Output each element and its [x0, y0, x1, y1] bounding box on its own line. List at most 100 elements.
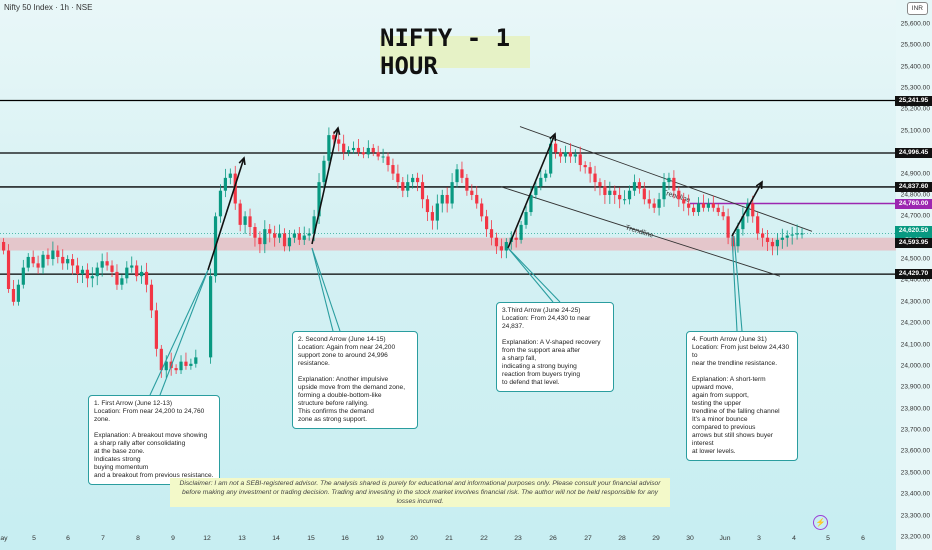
arrow-third-head — [549, 132, 557, 142]
x-tick-label: 7 — [101, 535, 105, 542]
candle-body — [376, 152, 380, 157]
candle-body — [223, 177, 227, 191]
note-connector-6 — [731, 235, 738, 332]
price-axis[interactable]: INR 25,600.00 25,500.00 25,400.00 25,300.00… — [895, 0, 932, 550]
candle-body — [494, 237, 499, 247]
candle-body — [154, 310, 158, 349]
candle-body — [440, 194, 444, 204]
candle-body — [775, 239, 779, 247]
candle-body — [578, 154, 582, 166]
candle-body — [692, 207, 696, 213]
candle-body — [519, 224, 523, 240]
candle-body — [356, 147, 361, 153]
candle-body — [662, 182, 666, 200]
y-tick-label: 25,300.00 — [900, 84, 930, 92]
y-tick-label: 24,900.00 — [900, 170, 930, 178]
arrow-fourth — [731, 181, 763, 237]
candle-body — [135, 265, 139, 277]
x-tick-label: 27 — [584, 535, 592, 542]
candle-body — [647, 199, 651, 204]
candle-body — [726, 216, 730, 238]
candle-body — [613, 190, 617, 195]
note-connector-7 — [733, 235, 743, 332]
candle-body — [637, 182, 641, 189]
candle-body — [46, 254, 50, 260]
candle-body — [80, 269, 85, 275]
y-tick-label: 23,400.00 — [900, 490, 930, 498]
candle-body — [184, 361, 188, 366]
candle-body — [149, 284, 154, 311]
candle-body — [598, 182, 602, 187]
level-price-label: 24,760.00 — [895, 198, 932, 209]
candle-body — [549, 143, 553, 174]
note-connector-4 — [507, 247, 554, 303]
candle-body — [770, 241, 775, 247]
candle-body — [544, 173, 548, 178]
candle-body — [179, 361, 183, 371]
x-tick-label: 5 — [32, 535, 36, 542]
candle-body — [100, 261, 104, 268]
candle-body — [706, 203, 710, 208]
candle-body — [16, 284, 20, 302]
candle-body — [795, 233, 799, 235]
y-tick-label: 25,400.00 — [900, 63, 930, 71]
candle-body — [243, 216, 247, 225]
candle-body — [701, 203, 706, 208]
x-tick-label: 5 — [826, 535, 830, 542]
candle-body — [189, 363, 193, 366]
note-second-arrow: 2. Second Arrow (June 14-15) Location: A… — [292, 331, 418, 429]
y-tick-label: 25,600.00 — [900, 20, 930, 28]
candle-body — [711, 203, 715, 208]
candle-body — [603, 186, 607, 195]
note-fourth-arrow: 4. Fourth Arrow (June 31) Location: From… — [686, 331, 798, 461]
candle-body — [120, 278, 124, 285]
x-tick-label: 16 — [341, 535, 349, 542]
trendline-label-lower: Trendline — [624, 224, 654, 239]
trendline-label-upper: Trendline — [661, 189, 691, 204]
y-tick-label: 24,200.00 — [900, 319, 930, 327]
candle-body — [751, 203, 755, 217]
y-tick-label: 24,700.00 — [900, 212, 930, 220]
currency-button[interactable]: INR — [906, 2, 928, 15]
arrow-first — [207, 157, 245, 271]
candle-body — [435, 203, 439, 221]
candle-body — [268, 229, 272, 234]
candle-body — [588, 167, 592, 174]
candle-body — [765, 237, 770, 242]
candle-body — [361, 152, 365, 155]
candle-body — [71, 259, 75, 266]
candle-body — [287, 237, 292, 247]
current-price-label: 24,620.50 — [895, 226, 932, 237]
candle-body — [36, 263, 40, 268]
candle-body — [351, 147, 356, 151]
candle-body — [140, 271, 144, 277]
disclaimer-text: Disclaimer: I am not a SEBI-registered a… — [170, 478, 670, 507]
candle-body — [327, 135, 331, 161]
candle-body — [563, 152, 568, 157]
y-tick-label: 25,200.00 — [900, 105, 930, 113]
y-tick-label: 23,500.00 — [900, 469, 930, 477]
candle-body — [416, 177, 420, 183]
candle-body — [455, 169, 459, 183]
candle-body — [499, 246, 503, 251]
candle-body — [731, 237, 735, 247]
candle-body — [258, 237, 262, 245]
candle-body — [51, 250, 55, 260]
candle-body — [642, 188, 646, 200]
candle-body — [75, 265, 80, 275]
x-tick-label: 23 — [514, 535, 522, 542]
candle-body — [194, 357, 198, 364]
candle-body — [263, 229, 267, 245]
y-tick-label: 25,500.00 — [900, 41, 930, 49]
candle-body — [460, 169, 464, 178]
candle-body — [780, 237, 784, 240]
candle-body — [632, 182, 637, 191]
candle-body — [56, 250, 60, 257]
x-tick-label: 13 — [238, 535, 246, 542]
lightning-icon[interactable]: ⚡ — [813, 515, 828, 530]
x-tick-label: 12 — [203, 535, 211, 542]
candle-body — [687, 203, 691, 208]
y-tick-label: 24,100.00 — [900, 341, 930, 349]
